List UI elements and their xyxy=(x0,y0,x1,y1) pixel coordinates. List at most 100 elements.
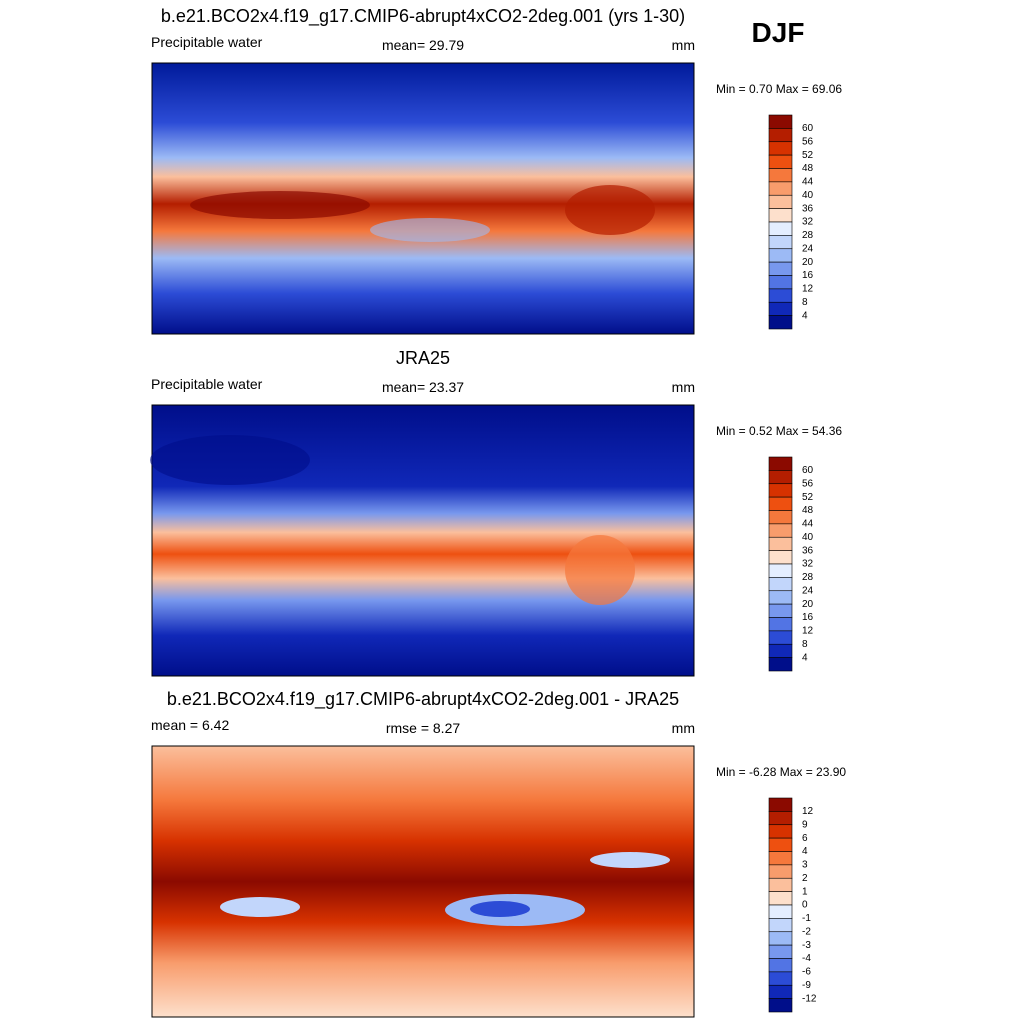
colorbar-box xyxy=(768,984,793,999)
colorbar-label: 52 xyxy=(802,150,814,161)
colorbar-label: 36 xyxy=(802,545,814,556)
colorbar-label: 1 xyxy=(802,886,808,897)
left-label: Precipitable water xyxy=(151,34,263,50)
colorbar-box xyxy=(768,154,793,169)
colorbar-box xyxy=(768,261,793,276)
left-label: mean = 6.42 xyxy=(151,717,229,733)
colorbar-box xyxy=(768,141,793,156)
colorbar-box xyxy=(768,470,793,485)
colorbar-label: 8 xyxy=(802,639,808,650)
colorbar-label: 36 xyxy=(802,203,814,214)
colorbar-label: 3 xyxy=(802,860,808,871)
map-3 xyxy=(151,745,695,1018)
colorbar-box xyxy=(768,315,793,330)
map-2 xyxy=(150,404,695,677)
colorbar-label: 9 xyxy=(802,819,808,830)
colorbar-box xyxy=(768,523,793,538)
colorbar-box xyxy=(768,877,793,892)
colorbar-label: 8 xyxy=(802,297,808,308)
units-label: mm xyxy=(672,37,695,53)
colorbar-label: -1 xyxy=(802,913,811,924)
colorbar-label: 48 xyxy=(802,505,814,516)
colorbar-box xyxy=(768,301,793,316)
colorbar-box xyxy=(768,811,793,826)
colorbar-box xyxy=(768,550,793,565)
colorbar-label: 56 xyxy=(802,478,814,489)
colorbar-box xyxy=(768,944,793,959)
colorbar-box xyxy=(768,630,793,645)
center-label: rmse = 8.27 xyxy=(386,720,461,736)
min-max-label: Min = 0.52 Max = 54.36 xyxy=(716,424,842,438)
colorbar-label: 52 xyxy=(802,492,814,503)
colorbar-label: -12 xyxy=(802,993,817,1004)
colorbar-box xyxy=(768,181,793,196)
colorbar-box xyxy=(768,168,793,183)
colorbar-box xyxy=(768,603,793,618)
colorbar-box xyxy=(768,114,793,129)
min-max-label: Min = -6.28 Max = 23.90 xyxy=(716,765,846,779)
colorbar-label: -6 xyxy=(802,967,811,978)
colorbar-box xyxy=(768,536,793,551)
colorbar-box xyxy=(768,510,793,525)
colorbar-label: 2 xyxy=(802,873,808,884)
colorbar-label: -9 xyxy=(802,980,811,991)
colorbar-box xyxy=(768,657,793,672)
season-label: DJF xyxy=(752,17,805,48)
colorbar-label: 4 xyxy=(802,652,808,663)
colorbar-box xyxy=(768,288,793,303)
panel-title: JRA25 xyxy=(396,348,450,368)
colorbar-box xyxy=(768,971,793,986)
colorbar-box xyxy=(768,998,793,1013)
colorbar-box xyxy=(768,824,793,839)
colorbar-box xyxy=(768,128,793,143)
colorbar-label: 6 xyxy=(802,833,808,844)
colorbar-box xyxy=(768,904,793,919)
colorbar-label: 12 xyxy=(802,284,814,295)
colorbar-box xyxy=(768,235,793,250)
colorbar-label: 32 xyxy=(802,559,814,570)
colorbar-label: 44 xyxy=(802,519,814,530)
colorbar-box xyxy=(768,577,793,592)
colorbar-label: 56 xyxy=(802,136,814,147)
min-max-label: Min = 0.70 Max = 69.06 xyxy=(716,82,842,96)
colorbar-box xyxy=(768,456,793,471)
center-label: mean= 23.37 xyxy=(382,379,464,395)
colorbar-box xyxy=(768,496,793,511)
colorbar-box xyxy=(768,918,793,933)
colorbar-label: 60 xyxy=(802,123,814,134)
colorbar-box xyxy=(768,797,793,812)
colorbar-label: 16 xyxy=(802,270,814,281)
colorbar-label: -4 xyxy=(802,953,811,964)
colorbar-label: 20 xyxy=(802,257,814,268)
colorbar-label: 16 xyxy=(802,612,814,623)
colorbar-label: 44 xyxy=(802,177,814,188)
colorbar-label: 28 xyxy=(802,230,814,241)
colorbar-label: 20 xyxy=(802,599,814,610)
colorbar-box xyxy=(768,221,793,236)
panel-title: b.e21.BCO2x4.f19_g17.CMIP6-abrupt4xCO2-2… xyxy=(167,689,679,710)
colorbar-label: 60 xyxy=(802,465,814,476)
colorbar-label: -2 xyxy=(802,926,811,937)
colorbar-label: 48 xyxy=(802,163,814,174)
colorbar-label: 40 xyxy=(802,190,814,201)
colorbar-label: 32 xyxy=(802,217,814,228)
colorbar-label: 24 xyxy=(802,585,814,596)
colorbar-box xyxy=(768,617,793,632)
left-label: Precipitable water xyxy=(151,376,263,392)
colorbar-box xyxy=(768,643,793,658)
colorbar-label: 28 xyxy=(802,572,814,583)
colorbar-label: 40 xyxy=(802,532,814,543)
colorbar-box xyxy=(768,194,793,209)
panel-title: b.e21.BCO2x4.f19_g17.CMIP6-abrupt4xCO2-2… xyxy=(161,6,685,27)
colorbar-box xyxy=(768,931,793,946)
colorbar-label: 12 xyxy=(802,806,814,817)
colorbar-box xyxy=(768,864,793,879)
colorbar-box xyxy=(768,275,793,290)
center-label: mean= 29.79 xyxy=(382,37,464,53)
colorbar-label: 12 xyxy=(802,626,814,637)
colorbar-label: 24 xyxy=(802,243,814,254)
colorbar-box xyxy=(768,483,793,498)
colorbar-box xyxy=(768,590,793,605)
